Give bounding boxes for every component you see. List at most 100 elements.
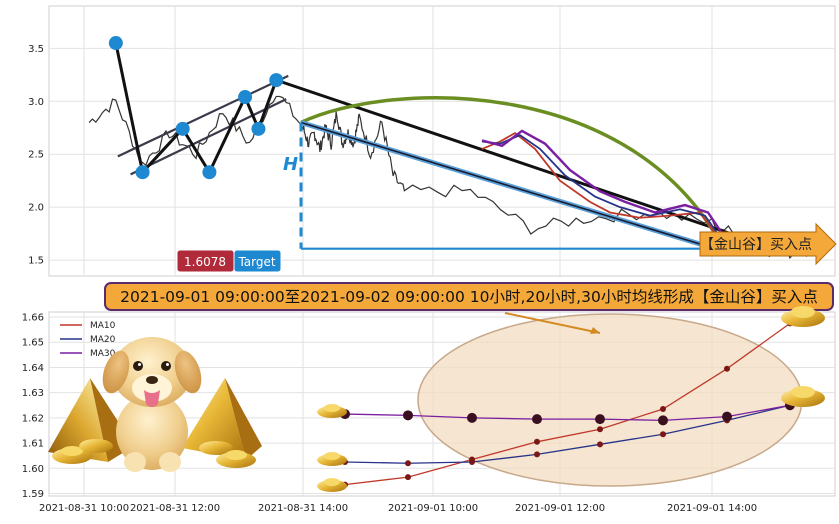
legend-ma30: MA30	[90, 349, 116, 359]
ma-point-ma20	[660, 431, 666, 438]
legend-ma20: MA20	[90, 335, 116, 345]
top-y-tick-label: 2.5	[28, 150, 44, 161]
gold-ingot-icon	[317, 478, 347, 492]
top-y-tick-label: 2.0	[28, 203, 44, 214]
puppy-ear-left	[102, 350, 130, 394]
puppy-paw-right	[159, 452, 181, 472]
ma-legend: MA10 MA20 MA30	[60, 321, 116, 359]
bottom-y-tick-label: 1.66	[22, 313, 44, 324]
buy-point-arrow: 【金山谷】买入点	[699, 222, 837, 266]
buy-point-arrow-label: 【金山谷】买入点	[700, 237, 812, 253]
top-ma-line	[481, 129, 729, 243]
puppy-body	[116, 394, 188, 470]
signal-banner: 2021-09-01 09:00:00至2021-09-02 09:00:00 …	[104, 282, 834, 311]
top-ma-line	[481, 131, 726, 248]
channel-upper-line	[117, 74, 289, 158]
zigzag-segment	[114, 42, 145, 173]
zigzag-point	[269, 73, 284, 88]
ma-point-ma30	[467, 412, 477, 423]
puppy-mascot-illustration	[48, 337, 262, 472]
puppy-head	[112, 337, 192, 407]
target-label: Target	[237, 255, 275, 269]
ma-point-ma20	[405, 460, 411, 467]
ma-point-ma10	[597, 426, 603, 433]
zigzag-point	[175, 121, 190, 136]
zigzag-segment	[181, 128, 211, 174]
h-label: H	[283, 154, 298, 175]
zigzag-segment	[141, 127, 184, 174]
downtrend-line	[300, 121, 726, 253]
ma-point-ma30	[595, 414, 605, 425]
bottom-chart-layer	[340, 320, 795, 488]
bottom-y-tick-label: 1.59	[22, 489, 44, 500]
bottom-y-tick-label: 1.63	[22, 388, 44, 399]
top-y-tick-label: 3.0	[28, 97, 44, 108]
gold-ingot-icon	[79, 439, 113, 453]
gold-ingot-icon	[781, 386, 825, 407]
bottom-y-tick-label: 1.64	[22, 363, 44, 374]
top-y-tick-label: 3.5	[28, 44, 44, 55]
gold-pyramid-right-shade	[225, 378, 262, 460]
top-panel-frame	[48, 5, 836, 277]
banner-pointer-arrow	[504, 312, 601, 334]
puppy-ear-right	[174, 350, 202, 394]
ma-point-ma30	[722, 411, 732, 422]
top-y-ticks: 1.5 2.0 2.5 3.0 3.5	[28, 44, 44, 267]
ma-point-ma20	[597, 441, 603, 448]
ma-point-ma30	[403, 410, 413, 421]
golden-valley-ellipse	[417, 313, 803, 487]
gold-ingot-icon	[317, 452, 347, 466]
ma-line-ma10	[344, 322, 791, 486]
puppy-muzzle	[132, 374, 172, 402]
ma-point-ma30	[532, 414, 542, 425]
zigzag-point	[202, 165, 217, 180]
bottom-y-tick-label: 1.65	[22, 338, 44, 349]
bottom-y-ticks: 1.59 1.60 1.61 1.62 1.63 1.64 1.65 1.66	[22, 313, 44, 500]
signal-banner-text: 2021-09-01 09:00:00至2021-09-02 09:00:00 …	[120, 288, 818, 306]
gold-ingot-top	[225, 450, 247, 460]
ma-point-ma10	[405, 474, 411, 481]
gold-ingot-icon	[781, 306, 825, 327]
zigzag-point	[251, 121, 266, 136]
projection-arc	[300, 96, 727, 253]
ma-point-ma10	[724, 365, 730, 372]
top-chart-layer	[88, 36, 811, 259]
x-tick-label: 2021-08-31 12:00	[130, 503, 220, 514]
puppy-eye-right-glint	[166, 363, 169, 366]
puppy-eye-left	[133, 361, 143, 371]
x-tick-label: 2021-09-01 14:00	[667, 503, 757, 514]
gold-ingot-icon	[199, 441, 233, 455]
zigzag-segment	[208, 96, 247, 173]
puppy-eye-left-glint	[138, 363, 141, 366]
ma-line-ma30	[344, 404, 791, 422]
x-tick-label: 2021-08-31 10:00	[39, 503, 129, 514]
zigzag-point	[135, 165, 150, 180]
ma-point-ma10	[534, 438, 540, 445]
gold-ingot-icon	[317, 404, 347, 418]
x-tick-label: 2021-08-31 14:00	[258, 503, 348, 514]
bottom-y-tick-label: 1.60	[22, 464, 44, 475]
zigzag-point	[108, 36, 123, 51]
puppy-tongue	[144, 390, 160, 407]
ma-point-ma10	[660, 406, 666, 413]
legend-ma10: MA10	[90, 321, 116, 331]
target-value: 1.6078	[184, 255, 226, 269]
top-y-tick-label: 1.5	[28, 256, 44, 267]
puppy-paw-left	[124, 452, 146, 472]
channel-lower-line	[130, 98, 287, 176]
zigzag-segment	[275, 78, 779, 251]
target-label-box	[233, 249, 282, 273]
gold-ingot-top	[61, 446, 83, 456]
puppy-nose	[146, 376, 158, 384]
ingot-markers	[317, 306, 825, 492]
gold-pyramid-right-icon	[182, 378, 246, 460]
ma-point-ma20	[534, 451, 540, 458]
x-tick-label: 2021-09-01 10:00	[388, 503, 478, 514]
banner-pointer-head	[590, 327, 600, 334]
x-tick-label: 2021-09-01 12:00	[515, 503, 605, 514]
zigzag-point	[238, 90, 253, 105]
bottom-y-tick-label: 1.61	[22, 439, 44, 450]
bottom-y-tick-label: 1.62	[22, 413, 44, 424]
